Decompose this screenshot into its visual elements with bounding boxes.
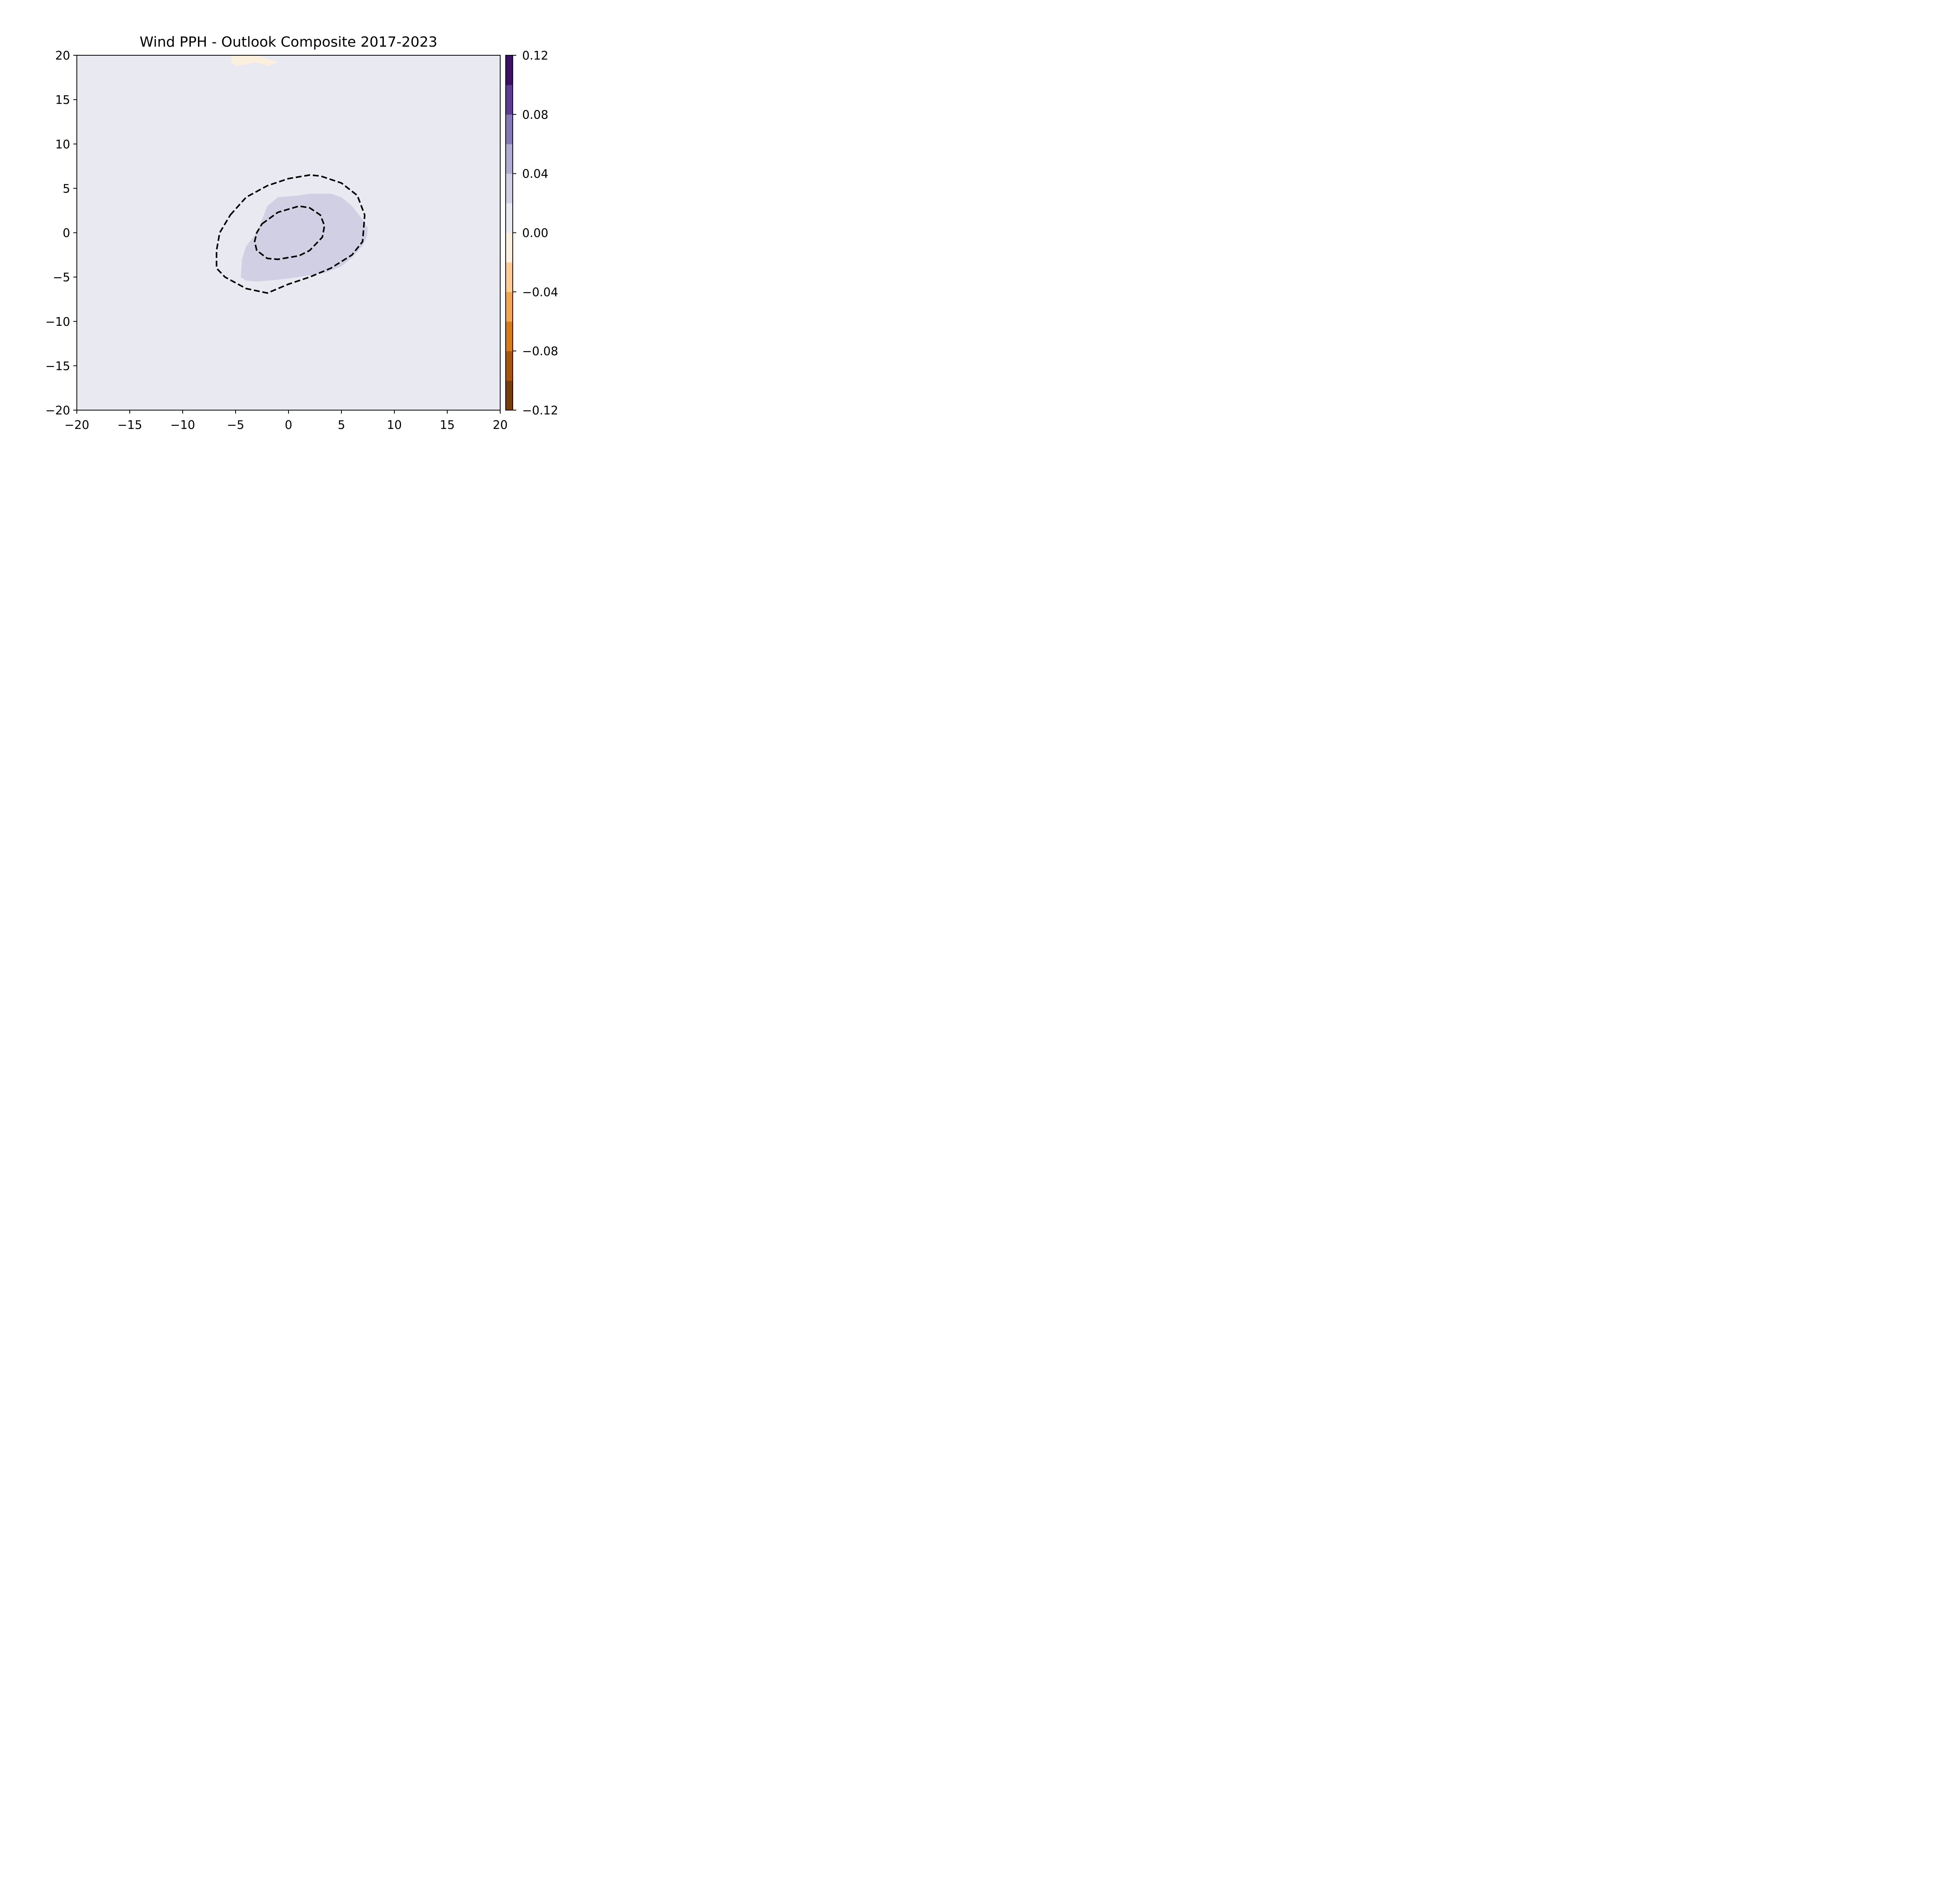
y-tick-label: 20: [55, 49, 70, 63]
colorbar-tick-label: 0.00: [522, 227, 548, 240]
colorbar: −0.12 −0.08 −0.04 0.00 0.04 0.08 0.12: [505, 49, 558, 418]
colorbar-segment: [506, 114, 513, 144]
colorbar-segment: [506, 292, 513, 322]
colorbar-segment: [506, 233, 513, 263]
x-tick-label: −20: [64, 418, 89, 432]
x-tick-label: −10: [170, 418, 195, 432]
colorbar-segment: [506, 351, 513, 381]
colorbar-segment: [506, 262, 513, 292]
plot-area: [76, 55, 501, 411]
y-tick-label: −15: [45, 360, 70, 373]
colorbar-segment: [506, 85, 513, 115]
y-tick-label: −20: [45, 404, 70, 418]
x-tick-label: 10: [387, 418, 402, 432]
chart-title: Wind PPH - Outlook Composite 2017-2023: [140, 34, 437, 50]
colorbar-tick-label: 0.04: [522, 167, 548, 181]
colorbar-tick-label: 0.08: [522, 108, 548, 122]
dashed-contour-line-0: [216, 174, 366, 294]
y-tick-label: 10: [55, 138, 70, 151]
y-tick-label: 15: [55, 93, 70, 107]
y-tick-label: 0: [63, 227, 70, 240]
colorbar-segment: [506, 203, 513, 233]
colorbar-segment: [506, 144, 513, 174]
colorbar-tick-label: −0.04: [522, 285, 558, 299]
x-tick-label: 0: [285, 418, 292, 432]
colorbar-tick-label: −0.08: [522, 345, 558, 358]
colorbar-segment: [506, 55, 513, 85]
y-axis: −20 −15 −10 −5 0 5 10 15 20: [45, 49, 77, 418]
filled-contour-region-1: [231, 55, 278, 66]
colorbar-tick-label: 0.12: [522, 49, 548, 63]
colorbar-segment: [506, 321, 513, 351]
x-axis: −20 −15 −10 −5 0 5 10 15 20: [64, 410, 508, 432]
y-tick-label: −10: [45, 315, 70, 329]
contour-chart: Wind PPH - Outlook Composite 2017-2023 −…: [45, 34, 558, 432]
y-tick-label: −5: [53, 271, 70, 285]
x-tick-label: −15: [117, 418, 142, 432]
colorbar-tick-label: −0.12: [522, 404, 558, 418]
x-tick-label: −5: [227, 418, 244, 432]
colorbar-segment: [506, 173, 513, 203]
contour-layer: [216, 55, 368, 294]
x-tick-label: 5: [338, 418, 345, 432]
x-tick-label: 20: [493, 418, 508, 432]
dashed-contour-line-1: [254, 205, 325, 260]
x-tick-label: 15: [440, 418, 455, 432]
y-tick-label: 5: [63, 182, 70, 196]
colorbar-segment: [506, 380, 513, 411]
